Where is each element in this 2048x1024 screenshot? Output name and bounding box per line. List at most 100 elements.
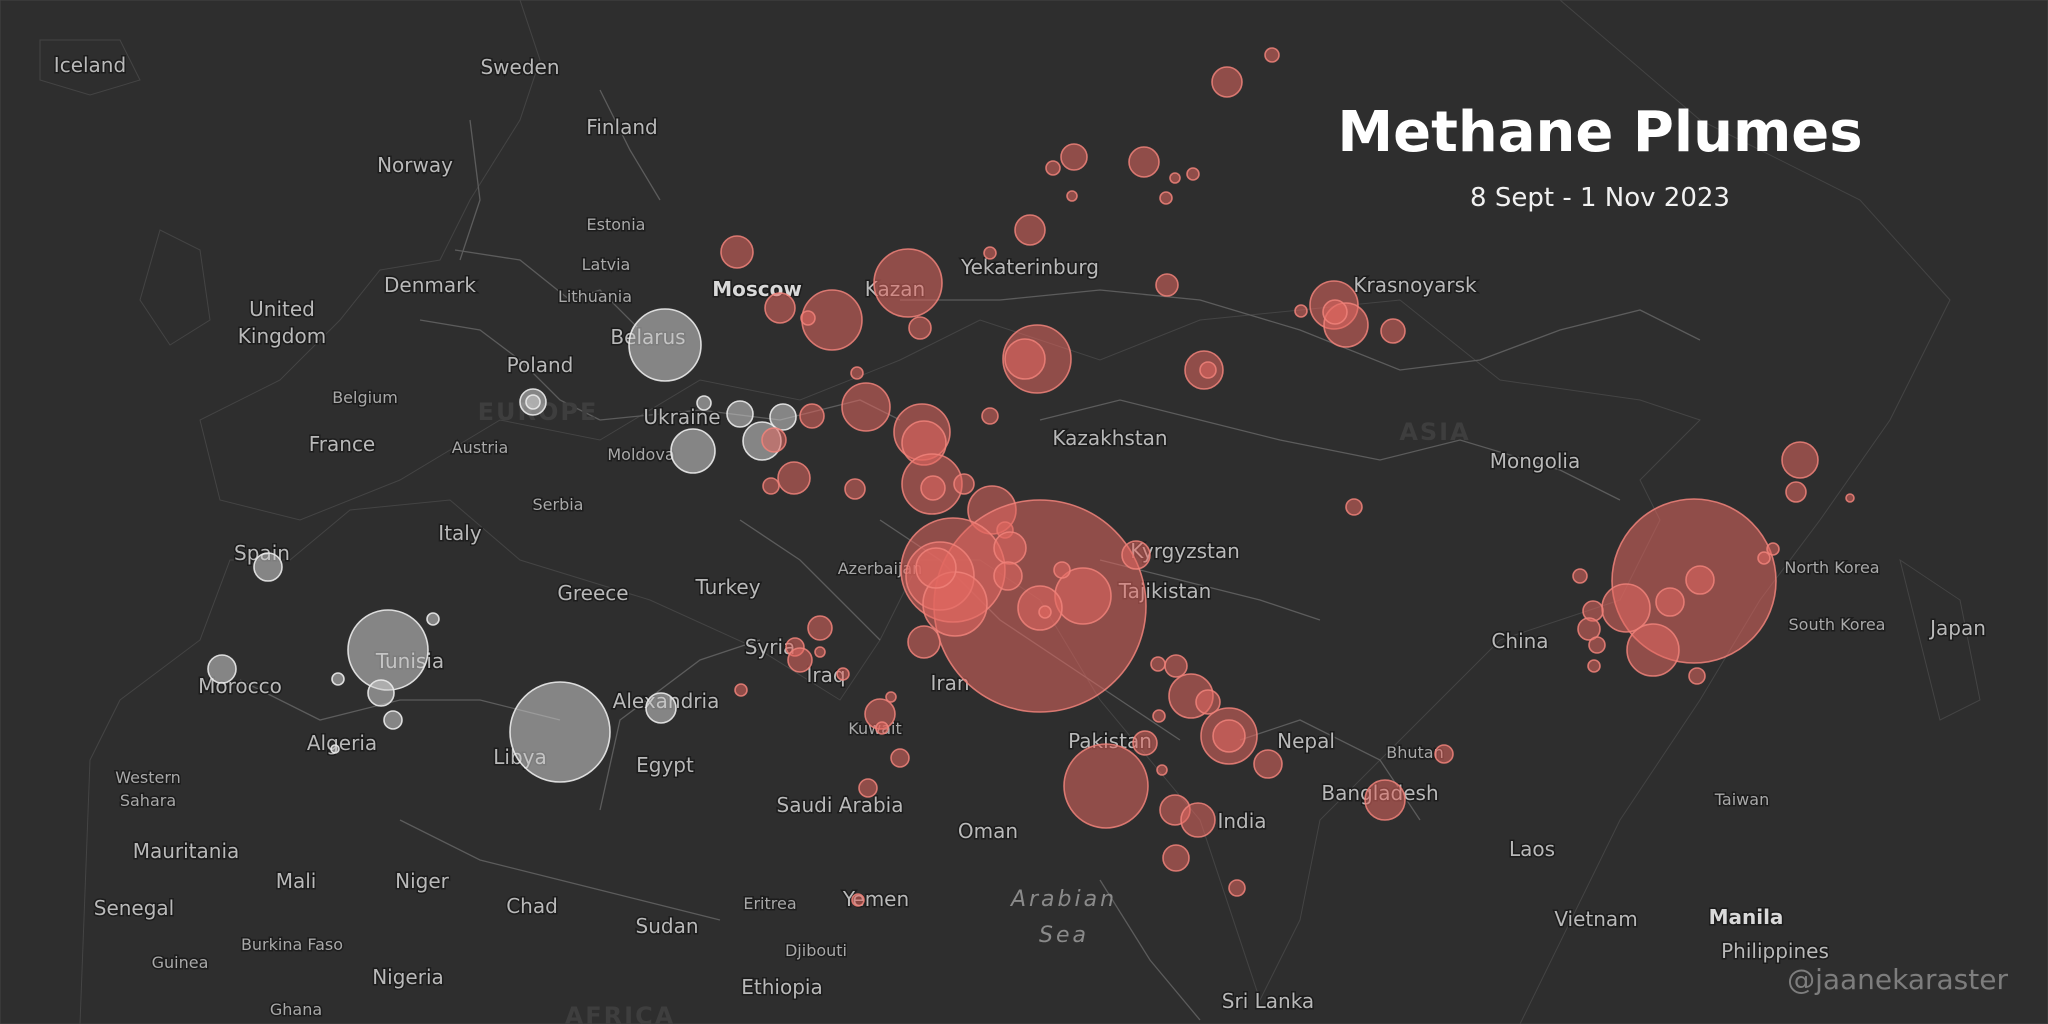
plume-r11[interactable] — [983, 246, 997, 260]
plume-r13[interactable] — [1155, 273, 1179, 297]
plume-pakistan-large[interactable] — [1063, 743, 1149, 829]
plume-r1[interactable] — [1211, 66, 1243, 98]
plume-caspian-4[interactable] — [915, 547, 957, 589]
plume-india-3[interactable] — [1195, 689, 1221, 715]
plume-algeria-1[interactable] — [367, 679, 395, 707]
plume-spain[interactable] — [253, 552, 283, 582]
plume-r4[interactable] — [1045, 160, 1061, 176]
plume-china-7[interactable] — [1577, 617, 1601, 641]
plume-r23[interactable] — [841, 382, 891, 432]
plume-china-9[interactable] — [1587, 659, 1601, 673]
plume-iraq-2[interactable] — [734, 683, 748, 697]
plume-yemen[interactable] — [851, 893, 865, 907]
plume-r24[interactable] — [799, 403, 825, 429]
label-mauritania: Mauritania — [133, 839, 240, 863]
plume-bangladesh[interactable] — [1364, 779, 1406, 821]
plume-india-12[interactable] — [1156, 764, 1168, 776]
plume-r27[interactable] — [981, 407, 999, 425]
plume-r34[interactable] — [953, 473, 975, 495]
plume-r39[interactable] — [993, 561, 1023, 591]
plume-ne-china-1[interactable] — [1781, 441, 1819, 479]
plume-syria-1[interactable] — [807, 615, 833, 641]
plume-kuwait-2[interactable] — [885, 691, 897, 703]
plume-belarus[interactable] — [628, 308, 702, 382]
plume-iraq-1[interactable] — [836, 667, 850, 681]
plume-r33[interactable] — [920, 475, 946, 501]
plume-kazan[interactable] — [873, 248, 943, 318]
plume-r3[interactable] — [1060, 143, 1088, 171]
plume-algeria-small[interactable] — [331, 672, 345, 686]
plume-alexandria[interactable] — [645, 692, 677, 724]
plume-algeria-2[interactable] — [383, 710, 403, 730]
plume-syria-4[interactable] — [814, 646, 826, 658]
plume-r29[interactable] — [777, 461, 811, 495]
plume-ne-china-2[interactable] — [1785, 481, 1807, 503]
plume-r44[interactable] — [1121, 540, 1151, 570]
plume-china-10[interactable] — [1572, 568, 1588, 584]
plume-algeria-3[interactable] — [330, 744, 340, 754]
plume-china-13[interactable] — [1757, 551, 1771, 565]
plume-china-2[interactable] — [1601, 583, 1651, 633]
plume-r30[interactable] — [762, 477, 780, 495]
plume-r31[interactable] — [844, 478, 866, 500]
plume-ukraine-3[interactable] — [769, 403, 797, 431]
plume-tunisia-small[interactable] — [426, 612, 440, 626]
plume-r16[interactable] — [800, 310, 816, 326]
plume-r38[interactable] — [993, 531, 1027, 565]
plume-r42[interactable] — [1038, 605, 1052, 619]
plume-china-3[interactable] — [1655, 587, 1685, 617]
plume-r43[interactable] — [1053, 561, 1071, 579]
plume-r6[interactable] — [1169, 172, 1181, 184]
plume-krasnoyarsk-3[interactable] — [1322, 299, 1348, 325]
label-laos: Laos — [1509, 837, 1555, 861]
plume-china-11[interactable] — [1688, 667, 1706, 685]
plume-india-6[interactable] — [1212, 719, 1246, 753]
plume-gulf-2[interactable] — [858, 778, 878, 798]
plume-tunisia[interactable] — [347, 609, 429, 691]
plume-r37[interactable] — [1345, 498, 1363, 516]
plume-krasnoyarsk-5[interactable] — [1380, 318, 1406, 344]
plume-china-4[interactable] — [1685, 565, 1715, 595]
plume-pakistan-2[interactable] — [1132, 730, 1158, 756]
plume-ukraine-1[interactable] — [696, 395, 712, 411]
plume-india-9[interactable] — [1180, 802, 1216, 838]
plume-india-7[interactable] — [1253, 749, 1283, 779]
plume-india-1[interactable] — [1164, 654, 1188, 678]
plume-ne-china-3[interactable] — [1845, 493, 1855, 503]
plume-r10[interactable] — [1014, 214, 1046, 246]
plume-krasnoyarsk-4[interactable] — [1294, 304, 1308, 318]
plume-moldova[interactable] — [670, 428, 716, 474]
plume-china-5[interactable] — [1626, 623, 1680, 677]
plume-r22[interactable] — [850, 366, 864, 380]
plume-r9[interactable] — [1159, 191, 1173, 205]
plume-r19[interactable] — [1004, 338, 1046, 380]
plume-morocco[interactable] — [207, 654, 237, 684]
plume-kuwait-3[interactable] — [875, 721, 889, 735]
plume-india-4[interactable] — [1152, 709, 1166, 723]
plume-libya[interactable] — [509, 681, 611, 783]
plume-china-8[interactable] — [1588, 636, 1606, 654]
plume-syria-3[interactable] — [787, 647, 813, 673]
plume-gulf-1[interactable] — [890, 748, 910, 768]
plume-pakistan-3[interactable] — [1150, 656, 1166, 672]
plume-r5[interactable] — [1128, 146, 1160, 178]
label-estonia: Estonia — [587, 215, 646, 234]
plumes-grey — [207, 308, 797, 783]
plume-r8[interactable] — [1066, 190, 1078, 202]
plume-r7[interactable] — [1186, 167, 1200, 181]
plume-india-11[interactable] — [1228, 879, 1246, 897]
plume-r45[interactable] — [907, 625, 941, 659]
plume-india-10[interactable] — [1162, 844, 1190, 872]
plume-r17[interactable] — [908, 316, 932, 340]
plume-r2[interactable] — [1264, 47, 1280, 63]
plume-r12[interactable] — [720, 235, 754, 269]
plume-china-12[interactable] — [1766, 542, 1780, 556]
plume-poland-inner[interactable] — [525, 394, 541, 410]
plume-r21[interactable] — [1199, 361, 1217, 379]
plume-ukraine-2[interactable] — [726, 400, 754, 428]
plume-bhutan[interactable] — [1434, 744, 1454, 764]
plume-r28[interactable] — [761, 427, 787, 453]
plume-r14[interactable] — [764, 292, 796, 324]
